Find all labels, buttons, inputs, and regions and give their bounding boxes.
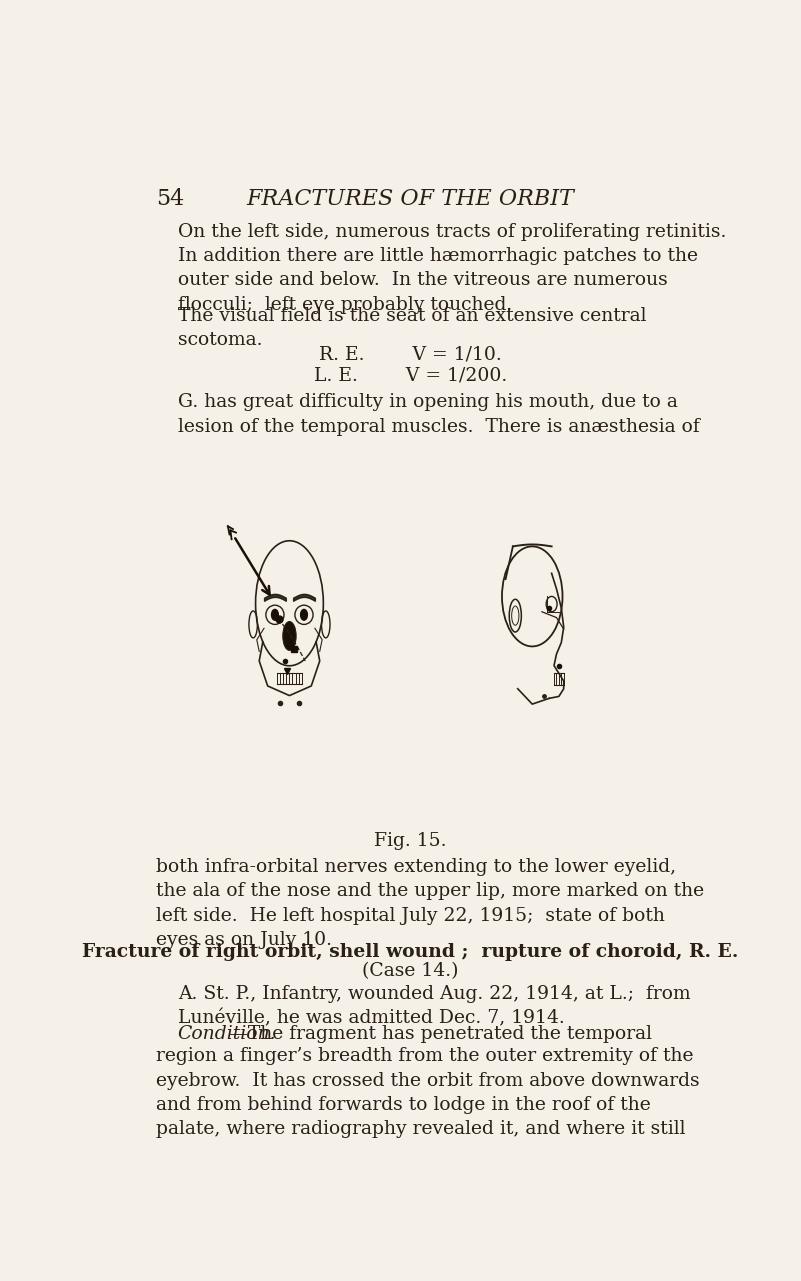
- Text: A. St. P., Infantry, wounded Aug. 22, 1914, at L.;  from
Lunéville, he was admit: A. St. P., Infantry, wounded Aug. 22, 19…: [178, 985, 690, 1027]
- Circle shape: [272, 610, 278, 620]
- Circle shape: [300, 610, 308, 620]
- Text: 54: 54: [156, 188, 184, 210]
- Text: —The fragment has penetrated the temporal: —The fragment has penetrated the tempora…: [228, 1025, 652, 1043]
- Text: The visual field is the seat of an extensive central
scotoma.: The visual field is the seat of an exten…: [178, 306, 646, 348]
- Text: G. has great difficulty in opening his mouth, due to a
lesion of the temporal mu: G. has great difficulty in opening his m…: [178, 393, 699, 436]
- Text: both infra-orbital nerves extending to the lower eyelid,
the ala of the nose and: both infra-orbital nerves extending to t…: [156, 858, 704, 949]
- Text: L. E.        V = 1/200.: L. E. V = 1/200.: [314, 366, 507, 384]
- Text: R. E.        V = 1/10.: R. E. V = 1/10.: [319, 345, 502, 363]
- Text: FRACTURES OF THE ORBIT: FRACTURES OF THE ORBIT: [247, 188, 574, 210]
- Text: Condition.: Condition.: [178, 1025, 276, 1043]
- Text: (Case 14.): (Case 14.): [362, 962, 459, 980]
- Ellipse shape: [283, 621, 296, 651]
- Text: Fracture of right orbit, shell wound ;  rupture of choroid, R. E.: Fracture of right orbit, shell wound ; r…: [83, 943, 739, 961]
- Text: Fig. 15.: Fig. 15.: [374, 833, 447, 851]
- Text: region a finger’s breadth from the outer extremity of the
eyebrow.  It has cross: region a finger’s breadth from the outer…: [156, 1048, 699, 1139]
- Text: On the left side, numerous tracts of proliferating retinitis.
In addition there : On the left side, numerous tracts of pro…: [178, 223, 726, 314]
